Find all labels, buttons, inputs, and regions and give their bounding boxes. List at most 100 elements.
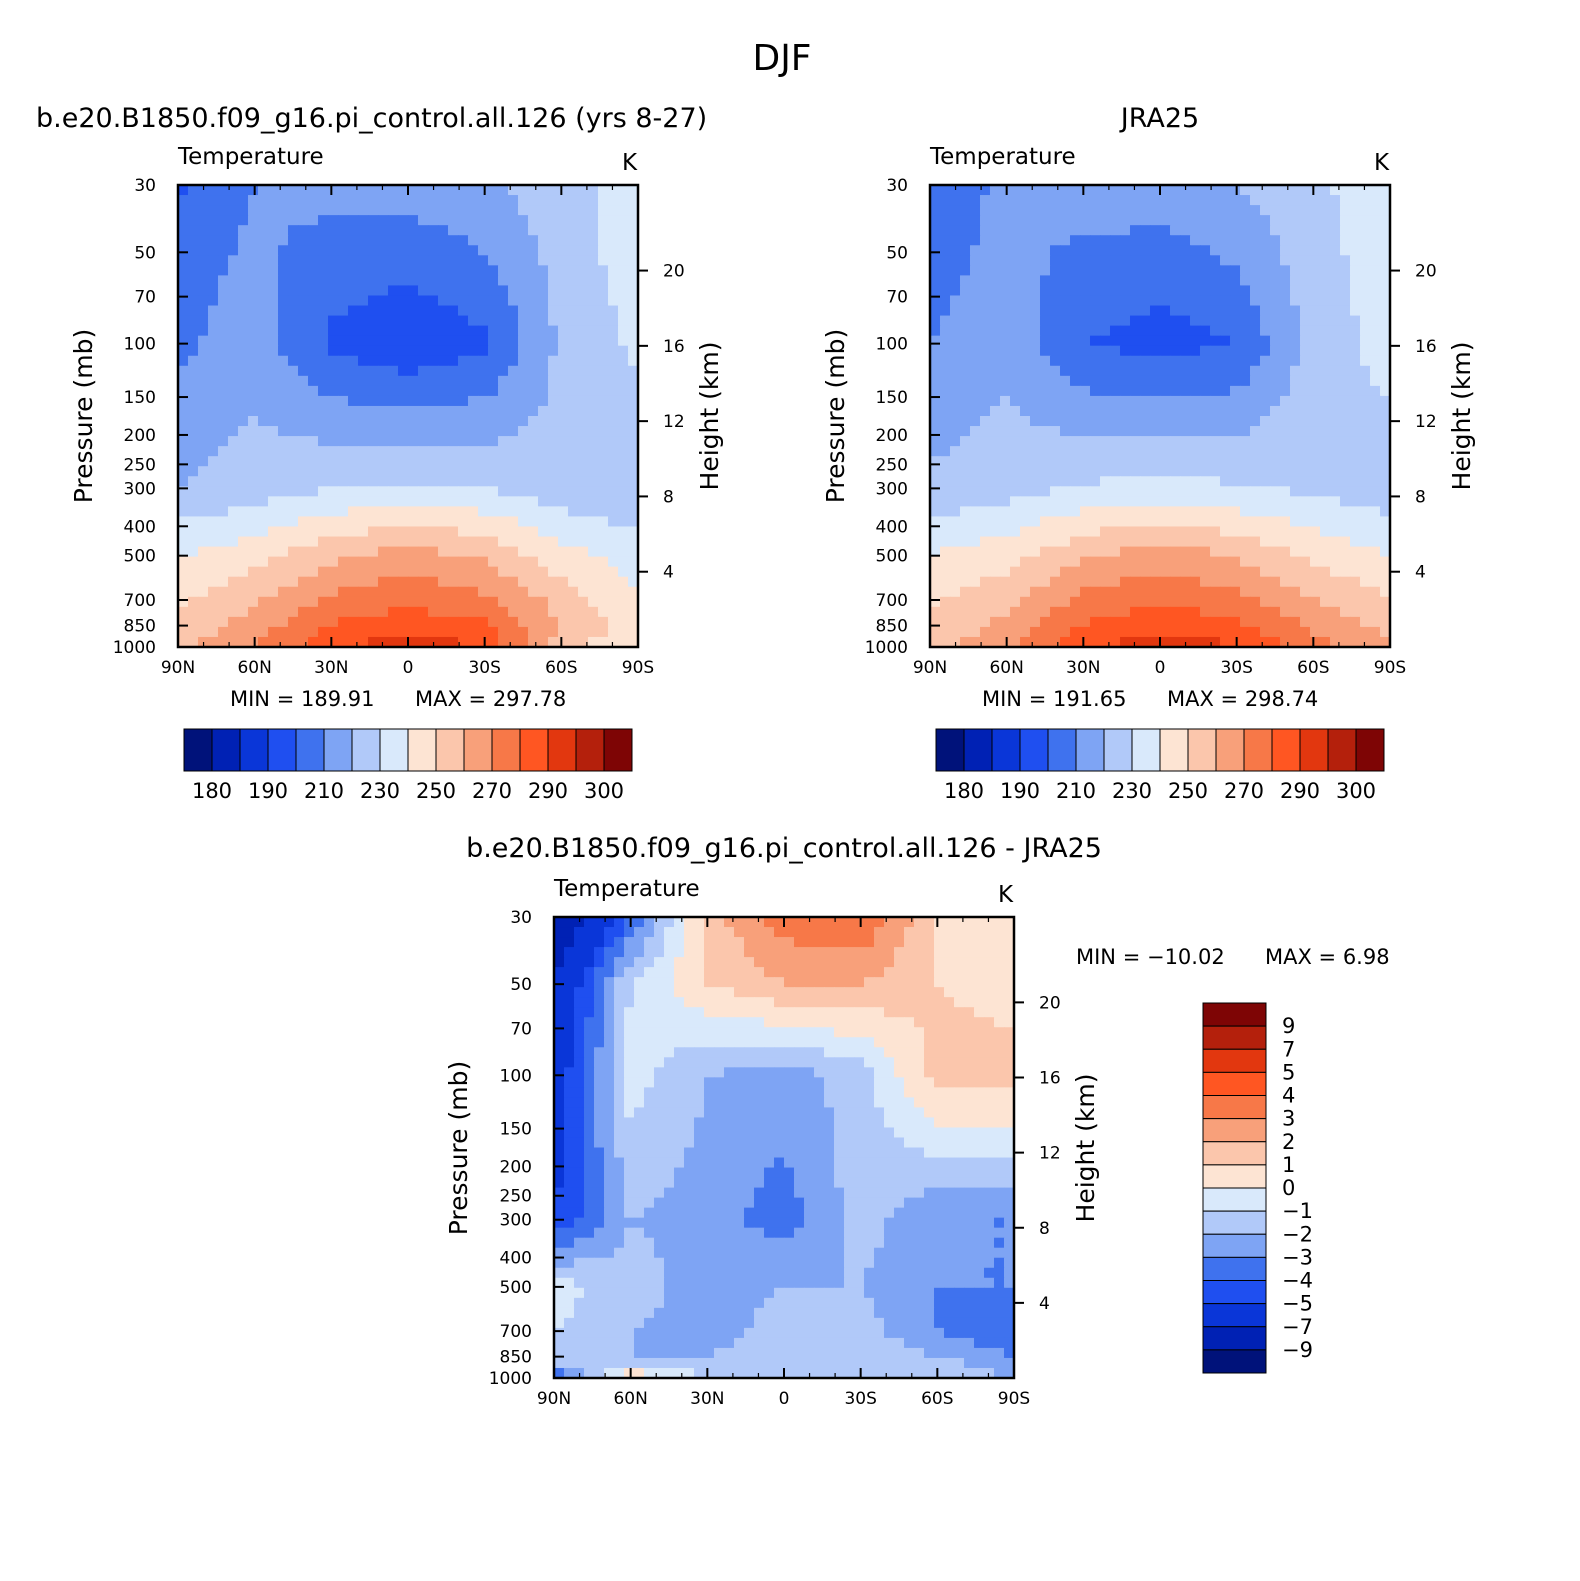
- field-cell: [1200, 285, 1211, 296]
- field-cell: [538, 255, 549, 266]
- field-cell: [218, 346, 229, 357]
- field-cell: [1190, 336, 1201, 347]
- field-cell: [1110, 557, 1121, 568]
- field-cell: [1210, 336, 1221, 347]
- field-cell: [940, 235, 951, 246]
- field-cell: [558, 195, 569, 206]
- field-cell: [1340, 376, 1351, 387]
- field-cell: [198, 627, 209, 638]
- field-cell: [1180, 285, 1191, 296]
- field-cell: [568, 516, 579, 527]
- field-cell: [1300, 295, 1311, 306]
- field-cell: [940, 326, 951, 337]
- field-cell: [1150, 245, 1161, 256]
- field-cell: [1130, 215, 1141, 226]
- field-cell: [1200, 617, 1211, 628]
- field-cell: [538, 285, 549, 296]
- field-cell: [268, 205, 279, 216]
- field-cell: [1060, 436, 1071, 447]
- field-cell: [308, 185, 319, 196]
- field-cell: [1220, 526, 1231, 537]
- field-cell: [1180, 215, 1191, 226]
- field-cell: [498, 195, 509, 206]
- field-cell: [288, 416, 299, 427]
- field-cell: [1180, 356, 1191, 367]
- field-cell: [1060, 396, 1071, 407]
- field-cell: [1140, 587, 1151, 598]
- field-cell: [518, 466, 529, 477]
- field-cell: [598, 416, 609, 427]
- field-cell: [1280, 416, 1291, 427]
- field-cell: [1220, 617, 1231, 628]
- field-cell: [328, 265, 339, 276]
- field-cell: [1310, 496, 1321, 507]
- field-cell: [1020, 426, 1031, 437]
- field-cell: [1020, 547, 1031, 558]
- field-cell: [368, 547, 379, 558]
- field-cell: [418, 416, 429, 427]
- field-cell: [1090, 336, 1101, 347]
- field-cell: [408, 456, 419, 467]
- field-cell: [1290, 336, 1301, 347]
- field-cell: [974, 987, 985, 998]
- field-cell: [488, 275, 499, 286]
- field-cell: [508, 446, 519, 457]
- field-cell: [438, 506, 449, 517]
- field-cell: [188, 486, 199, 497]
- field-cell: [418, 306, 429, 317]
- field-cell: [950, 547, 961, 558]
- field-cell: [188, 366, 199, 377]
- field-cell: [198, 446, 209, 457]
- field-cell: [1370, 466, 1381, 477]
- field-cell: [774, 947, 785, 958]
- field-cell: [1030, 235, 1041, 246]
- field-cell: [198, 285, 209, 296]
- field-cell: [528, 275, 539, 286]
- field-cell: [1190, 215, 1201, 226]
- field-cell: [774, 987, 785, 998]
- field-cell: [608, 547, 619, 558]
- field-cell: [398, 426, 409, 437]
- field-cell: [218, 195, 229, 206]
- field-cell: [598, 195, 609, 206]
- field-cell: [418, 245, 429, 256]
- field-cell: [498, 396, 509, 407]
- field-cell: [1170, 446, 1181, 457]
- field-cell: [608, 346, 619, 357]
- field-cell: [338, 627, 349, 638]
- field-cell: [1000, 275, 1011, 286]
- field-cell: [970, 537, 981, 548]
- field-cell: [618, 225, 629, 236]
- field-cell: [268, 376, 279, 387]
- field-cell: [568, 456, 579, 467]
- field-cell: [248, 235, 259, 246]
- field-cell: [508, 557, 519, 568]
- field-cell: [1190, 557, 1201, 568]
- field-cell: [398, 416, 409, 427]
- field-cell: [1320, 526, 1331, 537]
- field-cell: [1280, 587, 1291, 598]
- field-cell: [1310, 486, 1321, 497]
- field-cell: [1260, 295, 1271, 306]
- field-cell: [418, 537, 429, 548]
- field-cell: [238, 406, 249, 417]
- panel-obs-ylabel-right: Height (km): [1447, 342, 1476, 491]
- field-cell: [1170, 597, 1181, 608]
- field-cell: [548, 316, 559, 327]
- field-cell: [518, 366, 529, 377]
- field-cell: [970, 386, 981, 397]
- field-cell: [198, 466, 209, 477]
- field-cell: [428, 265, 439, 276]
- field-cell: [258, 215, 269, 226]
- field-cell: [980, 306, 991, 317]
- field-cell: [488, 476, 499, 487]
- field-cell: [238, 396, 249, 407]
- field-cell: [438, 195, 449, 206]
- field-cell: [654, 977, 665, 988]
- field-cell: [438, 316, 449, 327]
- field-cell: [218, 215, 229, 226]
- field-cell: [508, 346, 519, 357]
- field-cell: [950, 476, 961, 487]
- field-cell: [1310, 537, 1321, 548]
